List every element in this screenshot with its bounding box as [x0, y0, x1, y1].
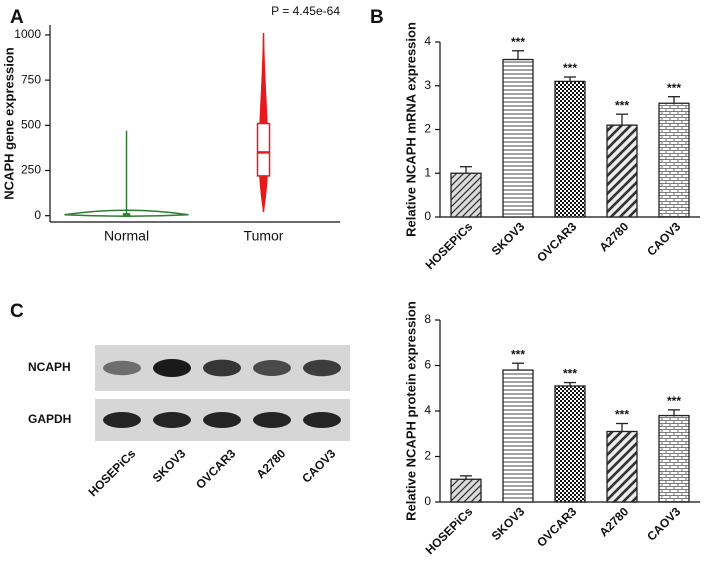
- error-bar: [512, 362, 524, 371]
- bar: [502, 369, 534, 503]
- error-bar: [460, 475, 472, 480]
- y-tick-label: 2: [424, 122, 431, 136]
- y-axis-label: NCAPH gene expression: [1, 47, 16, 199]
- x-tick-label: HOSEPiCs: [423, 504, 476, 557]
- y-tick-label: 4: [424, 34, 431, 48]
- error-bar: [668, 409, 680, 416]
- significance: ***: [615, 98, 629, 112]
- band: [203, 359, 241, 377]
- band: [253, 412, 291, 428]
- band: [303, 359, 341, 377]
- lane-label: OVCAR3: [193, 446, 238, 491]
- bar: [450, 478, 482, 503]
- band: [103, 360, 141, 376]
- bar: [450, 172, 482, 218]
- lane-label: HOSEPiCs: [86, 446, 139, 499]
- bar: [658, 414, 690, 503]
- significance: ***: [511, 347, 525, 361]
- x-tick-label: SKOV3: [489, 504, 528, 543]
- significance: ***: [667, 81, 681, 95]
- error-bar: [564, 76, 576, 82]
- lane-label: A2780: [253, 446, 288, 481]
- significance: ***: [563, 61, 577, 75]
- y-axis-label: Relative NCAPH protein expression: [403, 301, 418, 521]
- y-tick-label: 250: [21, 163, 41, 177]
- row-label: GAPDH: [28, 412, 71, 426]
- error-bar: [616, 422, 628, 432]
- x-tick-label: A2780: [596, 219, 631, 254]
- significance: ***: [615, 408, 629, 422]
- y-tick-label: 4: [424, 403, 431, 417]
- box: [256, 122, 271, 177]
- y-tick-label: 500: [21, 117, 41, 131]
- annotation: P = 4.45e-64: [271, 4, 340, 18]
- violin: [64, 209, 189, 218]
- y-tick-label: 6: [424, 358, 431, 372]
- error-bar: [460, 166, 472, 174]
- band: [153, 412, 191, 428]
- y-axis-label: Relative NCAPH mRNA expression: [403, 22, 418, 237]
- x-tick-label: SKOV3: [489, 219, 528, 258]
- y-tick-label: 0: [424, 494, 431, 508]
- y-tick-label: 1000: [14, 27, 41, 41]
- significance: ***: [511, 35, 525, 49]
- y-tick-label: 750: [21, 72, 41, 86]
- y-tick-label: 3: [424, 78, 431, 92]
- y-tick-label: 1: [424, 165, 431, 179]
- band: [253, 360, 291, 376]
- x-tick-label: Tumor: [244, 228, 284, 244]
- x-tick-label: OVCAR3: [534, 219, 579, 264]
- bar: [502, 58, 534, 218]
- bar: [606, 124, 638, 218]
- panel-label: C: [10, 301, 24, 322]
- error-bar: [668, 96, 680, 104]
- bar: [554, 80, 586, 218]
- y-tick-label: 0: [34, 208, 41, 222]
- lane-label: SKOV3: [150, 446, 189, 485]
- error-bar: [512, 50, 524, 60]
- x-tick-label: OVCAR3: [534, 504, 579, 549]
- band: [203, 412, 241, 428]
- band: [103, 412, 141, 428]
- y-tick-label: 2: [424, 449, 431, 463]
- x-tick-label: Normal: [104, 228, 149, 244]
- bar: [658, 102, 690, 218]
- bar: [606, 430, 638, 503]
- y-tick-label: 8: [424, 312, 431, 326]
- row-label: NCAPH: [28, 360, 71, 374]
- lane-label: CAOV3: [299, 446, 338, 485]
- band: [153, 359, 191, 377]
- bar: [554, 385, 586, 503]
- significance: ***: [563, 367, 577, 381]
- x-tick-label: CAOV3: [644, 219, 683, 258]
- x-tick-label: A2780: [596, 504, 631, 539]
- panel-label: A: [10, 7, 24, 28]
- x-tick-label: CAOV3: [644, 504, 683, 543]
- y-tick-label: 0: [424, 209, 431, 223]
- error-bar: [616, 113, 628, 126]
- panel-label: B: [370, 7, 384, 28]
- significance: ***: [667, 394, 681, 408]
- error-bar: [564, 381, 576, 386]
- band: [303, 412, 341, 428]
- x-tick-label: HOSEPiCs: [423, 219, 476, 272]
